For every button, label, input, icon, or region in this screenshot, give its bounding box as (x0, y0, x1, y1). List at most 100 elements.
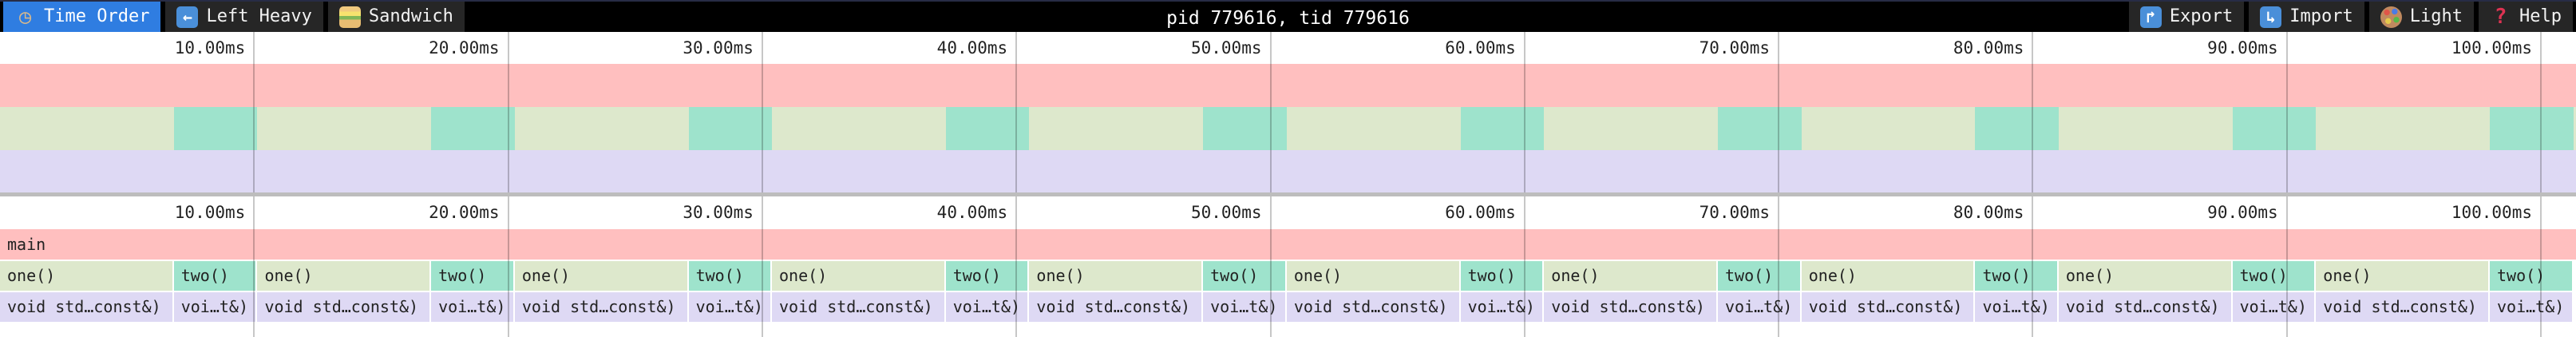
tick-label: 40.00ms (936, 38, 1008, 57)
view-tabs: ◷ Time Order ← Left Heavy Sandwich (0, 2, 465, 32)
frame-one-child[interactable]: void std…const&) (2316, 292, 2488, 322)
tick-gridline (2540, 32, 2542, 192)
frame-two-child[interactable]: voi…t&) (1975, 292, 2057, 322)
frame-two-child[interactable]: voi…t&) (688, 292, 770, 322)
tick-label: 90.00ms (2207, 203, 2278, 222)
frame-one[interactable]: one() (1286, 261, 1459, 291)
frame-one-child[interactable]: void std…const&) (0, 292, 172, 322)
frame-two[interactable]: two() (173, 261, 256, 291)
frame-two[interactable]: two() (688, 261, 770, 291)
help-icon: ? (2494, 5, 2507, 29)
tab-label: Sandwich (368, 6, 453, 26)
frame-one[interactable]: one() (1801, 261, 1974, 291)
tick-gridline (2540, 196, 2542, 337)
tick-label: 50.00ms (1190, 38, 1262, 57)
frame-one-child[interactable]: void std…const&) (1029, 292, 1202, 322)
frame-two-child[interactable]: voi…t&) (1718, 292, 1800, 322)
tick-label: 20.00ms (429, 38, 500, 57)
frame-one[interactable]: one() (2058, 261, 2231, 291)
tab-sandwich[interactable]: Sandwich (327, 2, 465, 32)
help-button[interactable]: ? Help (2479, 2, 2573, 32)
frame-two[interactable]: two() (2232, 261, 2315, 291)
frame-one-child[interactable]: void std…const&) (771, 292, 944, 322)
left-arrow-icon: ← (176, 6, 199, 28)
tick-label: 70.00ms (1699, 38, 1771, 57)
tick-label: 40.00ms (936, 203, 1008, 222)
tick-gridline (1269, 32, 1272, 192)
tick-label: 30.00ms (683, 203, 754, 222)
tick-gridline (2285, 196, 2288, 337)
action-label: Light (2409, 6, 2463, 26)
frame-one[interactable]: one() (0, 261, 172, 291)
minimap-two-block (431, 107, 515, 150)
frame-one-child[interactable]: void std…const&) (1801, 292, 1974, 322)
tick-gridline (1015, 32, 1018, 192)
tick-label: 100.00ms (2451, 38, 2532, 57)
frame-two-child[interactable]: voi…t&) (1203, 292, 1285, 322)
minimap-two-block (2232, 107, 2317, 150)
frame-two-child[interactable]: voi…t&) (1460, 292, 1543, 322)
frame-two[interactable]: two() (945, 261, 1028, 291)
palette-icon (2380, 6, 2402, 28)
frame-one-child[interactable]: void std…const&) (1286, 292, 1459, 322)
tick-gridline (1269, 196, 1272, 337)
toolbar-actions: ↱ Export ↳ Import Light ? Help (2128, 2, 2576, 32)
import-button[interactable]: ↳ Import (2249, 2, 2364, 32)
frame-one[interactable]: one() (2316, 261, 2488, 291)
minimap-two-block (688, 107, 772, 150)
profile-title: pid 779616, tid 779616 (1166, 8, 1410, 29)
tick-gridline (2285, 32, 2288, 192)
tab-time-order[interactable]: ◷ Time Order (3, 2, 161, 32)
frame-one-child[interactable]: void std…const&) (2058, 292, 2231, 322)
minimap-two-block (173, 107, 258, 150)
frame-two-child[interactable]: voi…t&) (2490, 292, 2572, 322)
tick-label: 100.00ms (2451, 203, 2532, 222)
frame-one[interactable]: one() (1544, 261, 1716, 291)
export-button[interactable]: ↱ Export (2128, 2, 2245, 32)
frame-two-child[interactable]: voi…t&) (945, 292, 1028, 322)
tick-gridline (507, 196, 509, 337)
frame-one[interactable]: one() (257, 261, 430, 291)
toolbar: ◷ Time Order ← Left Heavy Sandwich pid 77961… (0, 0, 2576, 32)
sandwich-icon (338, 6, 361, 28)
tick-label: 10.00ms (174, 203, 246, 222)
tick-label: 70.00ms (1699, 203, 1771, 222)
tick-gridline (253, 196, 255, 337)
frame-two-child[interactable]: voi…t&) (173, 292, 256, 322)
frame-two[interactable]: two() (1460, 261, 1543, 291)
minimap-two-block (1718, 107, 1802, 150)
tick-gridline (1523, 32, 1525, 192)
frame-one-child[interactable]: void std…const&) (1544, 292, 1716, 322)
frame-one[interactable]: one() (514, 261, 687, 291)
frame-two[interactable]: two() (2490, 261, 2572, 291)
frame-two-child[interactable]: voi…t&) (2232, 292, 2315, 322)
frame-two[interactable]: two() (431, 261, 513, 291)
tick-label: 60.00ms (1445, 203, 1516, 222)
frame-one[interactable]: one() (771, 261, 944, 291)
minimap[interactable]: 10.00ms 20.00ms 30.00ms 40.00ms 50.00ms 60.00… (0, 32, 2576, 196)
frame-two[interactable]: two() (1975, 261, 2057, 291)
tick-label: 10.00ms (174, 38, 246, 57)
minimap-two-block (1203, 107, 1287, 150)
tab-left-heavy[interactable]: ← Left Heavy (165, 2, 323, 32)
frame-two[interactable]: two() (1718, 261, 1800, 291)
minimap-ruler: 10.00ms 20.00ms 30.00ms 40.00ms 50.00ms 60.00… (0, 32, 2576, 64)
frame-two[interactable]: two() (1203, 261, 1285, 291)
tick-gridline (507, 32, 509, 192)
tick-gridline (2032, 32, 2034, 192)
tick-gridline (1523, 196, 1525, 337)
frame-main[interactable]: main (0, 229, 2576, 260)
import-icon: ↳ (2260, 6, 2282, 28)
frame-one-child[interactable]: void std…const&) (514, 292, 687, 322)
frame-one-child[interactable]: void std…const&) (257, 292, 430, 322)
light-button[interactable]: Light (2368, 2, 2475, 32)
frame-one[interactable]: one() (1029, 261, 1202, 291)
tick-label: 80.00ms (1953, 38, 2024, 57)
tick-label: 50.00ms (1190, 203, 1262, 222)
frame-two-child[interactable]: voi…t&) (431, 292, 513, 322)
clock-icon: ◷ (18, 5, 32, 28)
tick-gridline (1778, 32, 1780, 192)
action-label: Export (2169, 6, 2234, 26)
export-icon: ↱ (2139, 6, 2162, 28)
